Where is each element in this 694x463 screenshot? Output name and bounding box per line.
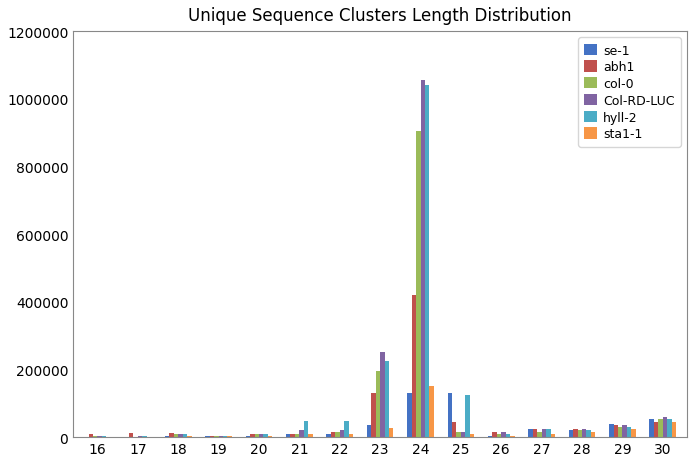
Bar [250,434,255,437]
Bar [187,436,192,437]
Bar [591,432,595,437]
Bar [371,394,375,437]
Bar [577,431,582,437]
Bar [389,428,393,437]
Bar [586,431,591,437]
Bar [299,431,304,437]
Bar [533,429,537,437]
Bar [430,387,434,437]
Bar [205,436,210,437]
Bar [291,434,295,437]
Bar [165,436,169,437]
Bar [573,429,577,437]
Bar [501,432,506,437]
Bar [295,434,299,437]
Bar [246,436,250,437]
Bar [659,419,663,437]
Bar [308,434,313,437]
Bar [348,435,353,437]
Bar [304,421,308,437]
Bar [174,435,178,437]
Bar [492,432,497,437]
Bar [546,429,550,437]
Bar [528,429,533,437]
Bar [178,434,183,437]
Bar [421,81,425,437]
Bar [412,295,416,437]
Bar [497,434,501,437]
Bar [650,419,654,437]
Bar [326,434,331,437]
Bar [142,436,146,437]
Bar [632,429,636,437]
Bar [667,419,672,437]
Bar [582,429,586,437]
Bar [506,434,510,437]
Bar [466,395,470,437]
Bar [228,436,232,437]
Bar [138,436,142,437]
Bar [550,434,555,437]
Bar [259,434,264,437]
Bar [609,424,613,437]
Bar [89,435,93,437]
Bar [169,433,174,437]
Title: Unique Sequence Clusters Length Distribution: Unique Sequence Clusters Length Distribu… [188,7,572,25]
Bar [672,422,676,437]
Bar [448,394,452,437]
Bar [331,432,335,437]
Bar [457,432,461,437]
Bar [344,421,348,437]
Bar [568,431,573,437]
Bar [461,432,466,437]
Bar [129,433,133,437]
Bar [537,432,541,437]
Bar [380,352,384,437]
Bar [654,422,659,437]
Bar [627,427,632,437]
Bar [613,425,618,437]
Bar [97,436,102,437]
Bar [384,361,389,437]
Bar [214,436,219,437]
Bar [210,436,214,437]
Bar [223,436,228,437]
Bar [102,436,106,437]
Bar [264,435,268,437]
Bar [663,417,667,437]
Bar [93,436,97,437]
Bar [470,434,474,437]
Legend: se-1, abh1, col-0, Col-RD-LUC, hyll-2, sta1-1: se-1, abh1, col-0, Col-RD-LUC, hyll-2, s… [578,38,681,147]
Bar [255,435,259,437]
Bar [268,436,272,437]
Bar [452,422,457,437]
Bar [618,427,623,437]
Bar [407,394,412,437]
Bar [219,436,223,437]
Bar [488,436,492,437]
Bar [425,86,430,437]
Bar [183,435,187,437]
Bar [375,371,380,437]
Bar [623,425,627,437]
Bar [541,429,546,437]
Bar [510,436,515,437]
Bar [367,425,371,437]
Bar [416,131,421,437]
Bar [340,431,344,437]
Bar [335,432,340,437]
Bar [286,434,291,437]
